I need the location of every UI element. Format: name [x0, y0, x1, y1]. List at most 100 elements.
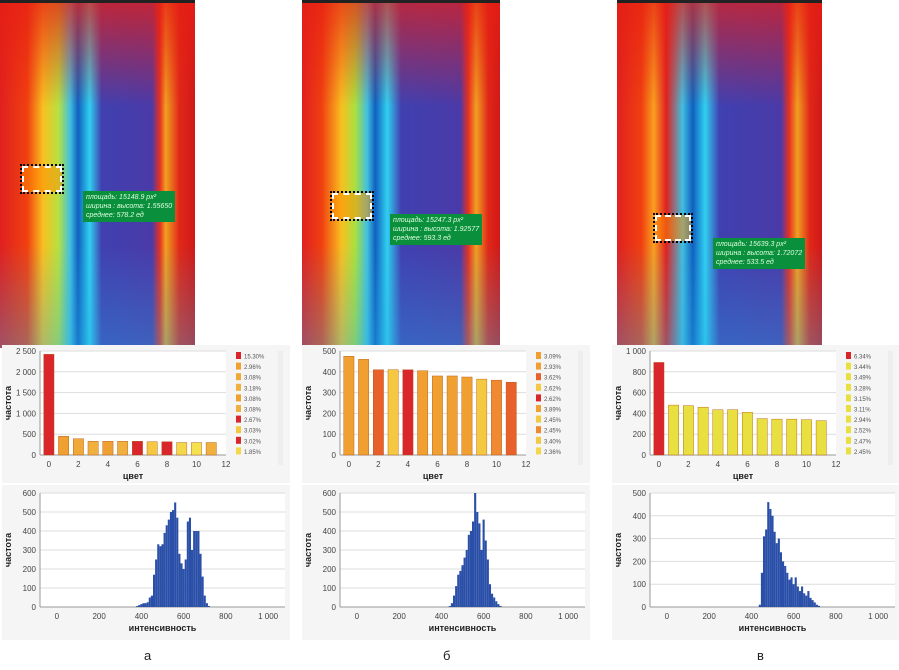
histogram-bin [484, 540, 487, 607]
histogram-bin [465, 550, 468, 607]
histogram-bin [455, 586, 458, 607]
area-text: площадь: 15148.9 px² [86, 194, 157, 201]
y-tick-label: 200 [323, 565, 337, 574]
legend-swatch [846, 352, 851, 359]
ratio-text: ширина : высота: 1.72072 [716, 250, 803, 257]
histogram-bin [142, 603, 145, 607]
y-tick-label: 1 000 [16, 409, 37, 418]
legend-entry: 2.67% [244, 418, 262, 424]
y-tick-label: 600 [323, 489, 337, 498]
histogram-bin [811, 600, 814, 607]
histogram-bin [807, 591, 810, 607]
x-tick-label: 0 [665, 612, 670, 621]
histogram-bin [152, 574, 156, 607]
histogram-bin [762, 536, 766, 607]
y-tick-label: 400 [323, 527, 337, 536]
histogram-bin [794, 577, 797, 607]
x-axis-label: интенсивность [129, 623, 197, 633]
legend-swatch [536, 415, 541, 423]
legend-entry: 2.52% [854, 429, 872, 435]
histogram-bin [165, 525, 168, 607]
roi-selection[interactable] [20, 164, 64, 194]
plot-area [40, 351, 226, 455]
color-frequency-bar-chart: 0 100 200 300 400 500 0 2 4 6 8 10 12 3.09% 2.93% 3.62%… [302, 345, 590, 483]
legend-swatch [236, 373, 241, 381]
x-tick-label: 6 [435, 460, 440, 469]
histogram-bin [474, 493, 477, 607]
histogram-bin [805, 595, 808, 607]
x-tick-label: 12 [832, 460, 841, 469]
histogram-bin [796, 586, 799, 607]
bar [697, 406, 709, 456]
histogram-bin [777, 538, 780, 607]
x-axis-label: интенсивность [739, 623, 807, 633]
x-axis-label: цвет [123, 471, 144, 481]
histogram-bin [138, 605, 141, 607]
legend-scrollbar[interactable] [278, 351, 283, 465]
legend-entry: 3.15% [854, 397, 872, 403]
histogram-bin [769, 508, 772, 607]
legend-entry: 2.45% [544, 429, 562, 435]
color-frequency-bar-chart: 0 500 1 000 1 500 2 000 2 500 0 2 4 6 8 10 12 15.30% 2… [2, 345, 290, 483]
legend-scrollbar[interactable] [888, 351, 893, 465]
histogram-bin [813, 602, 816, 607]
x-tick-label: 1 000 [558, 612, 579, 621]
histogram-bin [195, 531, 198, 607]
y-tick-label: 2 500 [16, 347, 37, 356]
histogram-bin [815, 604, 818, 607]
legend-swatch [236, 436, 241, 444]
intensity-histogram: 0 100 200 300 400 500 600 0 200 400 600 800 1 000 инт… [302, 485, 590, 640]
x-tick-label: 10 [192, 460, 201, 469]
histogram-bin [182, 569, 185, 607]
x-tick-label: 10 [492, 460, 501, 469]
legend-swatch [236, 405, 241, 412]
legend-swatch [846, 405, 851, 412]
legend-entry: 2.47% [854, 439, 872, 445]
legend-swatch [236, 415, 241, 423]
histogram-bin [495, 601, 498, 607]
histogram-bin [499, 606, 502, 607]
histogram-bin [157, 544, 160, 607]
histogram-bin [201, 576, 204, 607]
legend-swatch [846, 394, 851, 402]
legend-scrollbar[interactable] [578, 351, 583, 465]
y-tick-label: 400 [23, 527, 37, 536]
bar [712, 409, 724, 456]
x-tick-label: 12 [522, 460, 531, 469]
legend-swatch [236, 383, 241, 391]
histogram-bin [169, 512, 173, 607]
legend-swatch [236, 362, 241, 370]
histogram-bin [184, 559, 187, 607]
legend-entry: 3.28% [854, 386, 872, 392]
bar [668, 404, 679, 456]
bar [43, 354, 55, 456]
roi-selection[interactable] [330, 191, 374, 221]
legend-entry: 1.85% [244, 450, 262, 456]
histogram-bin [779, 552, 783, 607]
histogram-bin [159, 546, 162, 607]
x-axis-label: интенсивность [429, 623, 497, 633]
panel-label: б [443, 648, 451, 663]
roi-selection[interactable] [653, 213, 693, 243]
histogram-bin [480, 550, 483, 607]
bar [176, 442, 188, 456]
bar [815, 420, 827, 456]
legend-swatch [846, 447, 851, 455]
legend-swatch [536, 394, 541, 402]
legend-swatch [236, 394, 241, 402]
area-text: площадь: 15247.3 px² [393, 217, 464, 224]
legend-swatch [536, 436, 541, 444]
histogram-bin [775, 543, 778, 607]
y-axis-label: частота [613, 532, 623, 567]
y-tick-label: 300 [633, 535, 647, 544]
y-tick-label: 500 [23, 430, 37, 439]
legend-entry: 3.62% [544, 376, 562, 382]
legend-swatch [846, 373, 851, 381]
legend-swatch [236, 426, 241, 434]
histogram-bin [207, 606, 211, 607]
panel-label: в [757, 648, 764, 663]
y-tick-label: 600 [23, 489, 37, 498]
legend-entry: 2.93% [544, 365, 562, 371]
legend-entry: 2.96% [244, 365, 262, 371]
y-tick-label: 100 [323, 584, 337, 593]
